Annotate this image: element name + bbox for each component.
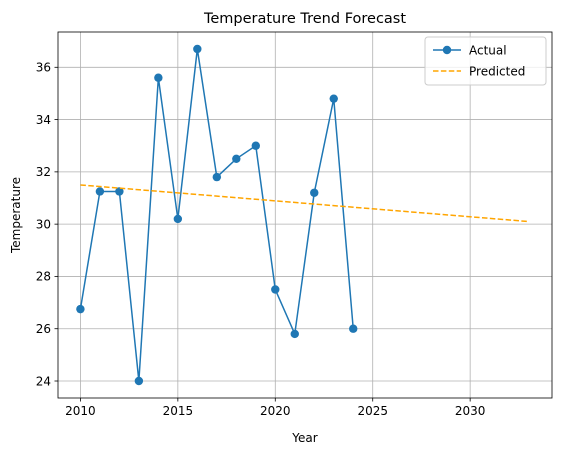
legend-marker: [442, 45, 452, 55]
x-tick-label: 2030: [455, 404, 486, 418]
data-point: [193, 44, 202, 54]
y-tick-label: 30: [36, 217, 51, 231]
data-point: [134, 376, 144, 386]
data-point: [76, 304, 85, 314]
data-point: [329, 94, 338, 103]
data-point: [95, 187, 105, 196]
ticks: 2010 2015 2020 2025 2030 24 26 28 30 32 34 36: [36, 61, 486, 418]
data-point: [349, 324, 358, 333]
plot-frame: [57, 31, 553, 399]
data-point: [232, 154, 241, 163]
data-point: [251, 141, 260, 150]
legend-box: [424, 36, 547, 86]
y-tick-label: 32: [36, 165, 51, 179]
y-tick-label: 26: [36, 322, 51, 336]
x-axis-label: Year: [291, 431, 317, 445]
legend: Actual Predicted: [424, 36, 547, 86]
y-tick-label: 34: [36, 113, 51, 127]
legend-label: Actual: [469, 43, 507, 57]
data-point: [173, 214, 183, 224]
data-point: [212, 172, 222, 182]
y-tick-label: 36: [36, 61, 51, 75]
y-axis-label: Temperature: [9, 177, 23, 254]
x-tick-label: 2010: [65, 404, 96, 418]
data-point: [290, 329, 299, 339]
data-point: [271, 285, 280, 294]
chart-title: Temperature Trend Forecast: [203, 11, 406, 27]
x-tick-label: 2020: [260, 404, 291, 418]
x-tick-label: 2025: [357, 404, 388, 418]
data-point: [310, 188, 319, 197]
series-line-predicted: [80, 184, 529, 223]
legend-label: Predicted: [469, 64, 525, 78]
y-tick-label: 28: [36, 270, 51, 284]
data-point: [154, 73, 163, 82]
series-layer: [76, 44, 529, 386]
y-tick-label: 24: [36, 374, 51, 388]
data-point: [115, 187, 124, 196]
x-tick-label: 2015: [163, 404, 194, 418]
